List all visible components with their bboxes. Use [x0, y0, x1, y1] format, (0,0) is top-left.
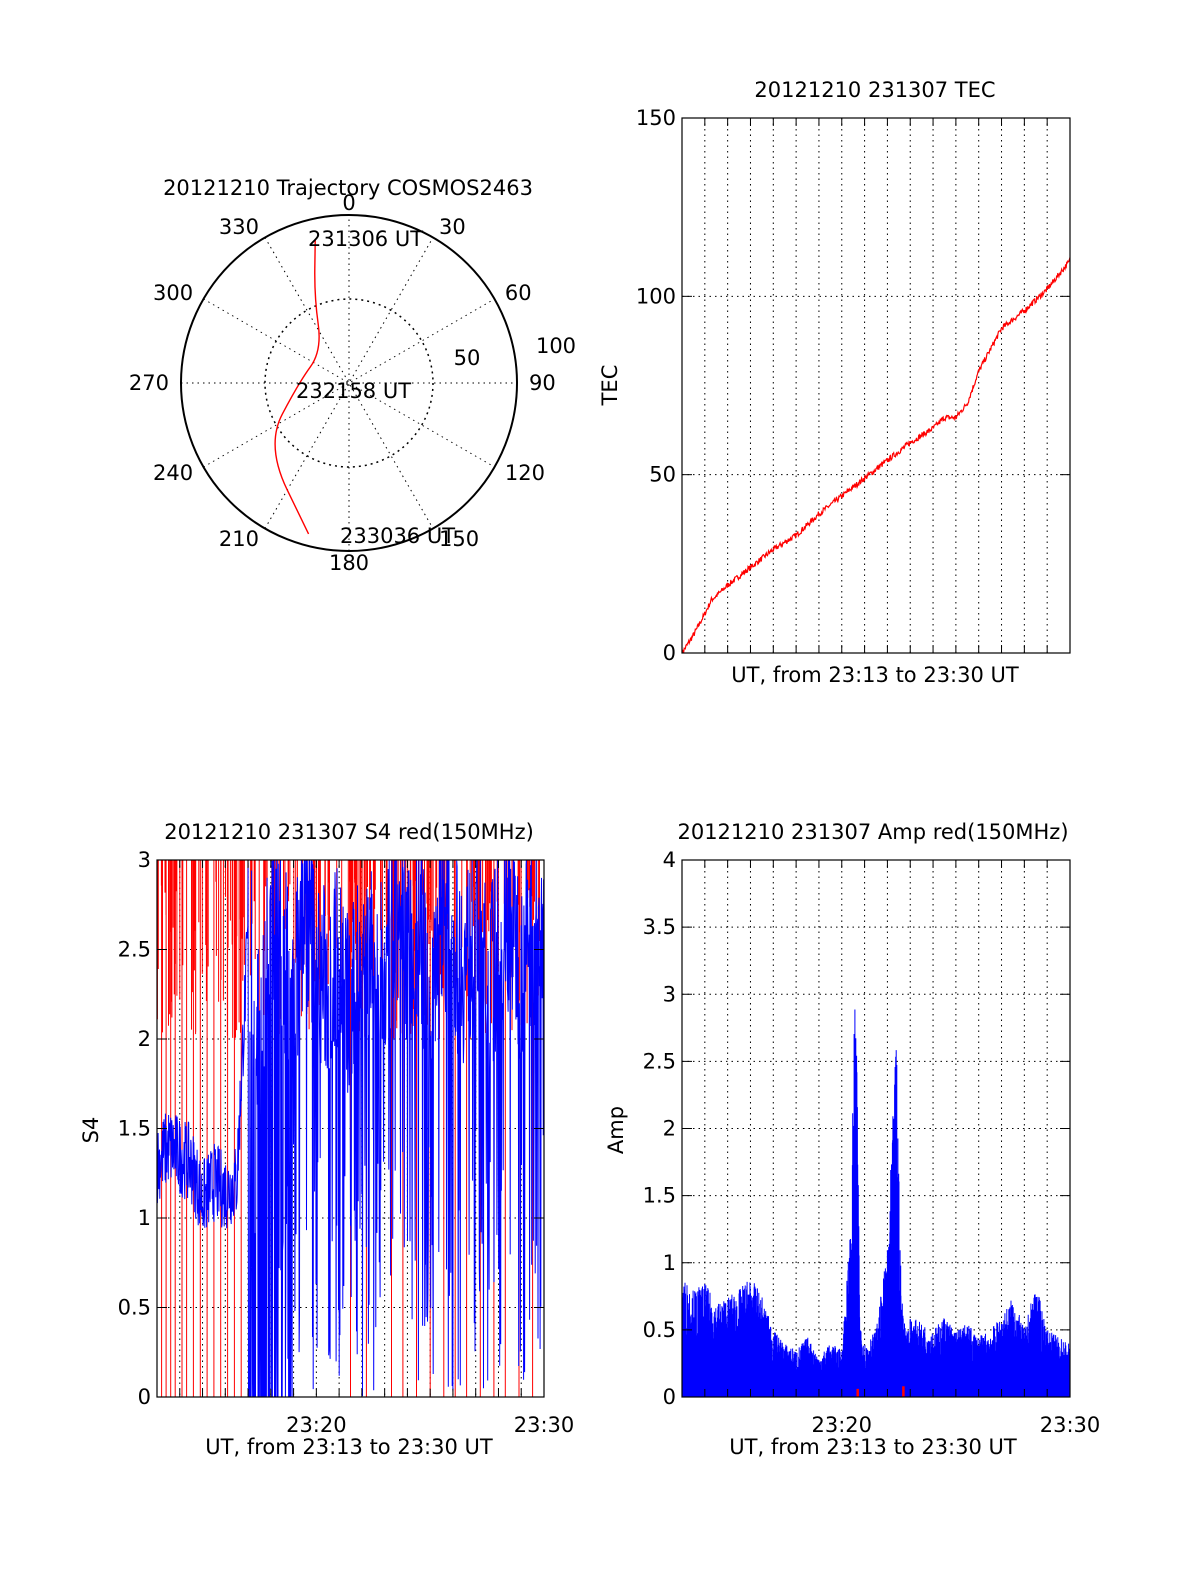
y-tick-label: 1 [663, 1251, 676, 1275]
y-tick-label: 1.5 [643, 1184, 676, 1208]
polar-inner-circle [264, 298, 434, 468]
x-tick-label: 23:30 [514, 1413, 575, 1437]
y-tick-label: 1.5 [118, 1117, 151, 1141]
trajectory-end-label: 233036 UT [340, 524, 455, 548]
polar-angle-label: 210 [219, 527, 259, 551]
y-tick-label: 4 [663, 848, 676, 872]
amp-panel: 20121210 231307 Amp red(150MHz) UT, from… [604, 820, 1100, 1459]
amp-ylabel: Amp [604, 1106, 628, 1154]
y-tick-label: 2 [663, 1117, 676, 1141]
y-tick-label: 50 [649, 463, 676, 487]
y-tick-label: 2.5 [643, 1049, 676, 1073]
tec-xlabel: UT, from 23:13 to 23:30 UT [731, 663, 1019, 687]
polar-angle-label: 90 [529, 371, 556, 395]
polar-angle-label: 270 [129, 371, 169, 395]
polar-angle-labels: 0 30 60 90 120 150 180 210 240 270 300 330 50 100 [129, 191, 576, 575]
polar-angle-label: 180 [329, 551, 369, 575]
polar-trajectory [274, 239, 320, 535]
tec-ylabel: TEC [598, 365, 622, 407]
y-tick-label: 2 [138, 1027, 151, 1051]
series-group [682, 257, 1070, 653]
y-tick-label: 0.5 [118, 1296, 151, 1320]
series-group [157, 860, 544, 1397]
s4-panel: 20121210 231307 S4 red(150MHz) UT, from … [79, 820, 575, 1459]
polar-angle-label: 0 [342, 191, 355, 215]
tec-line [682, 257, 1070, 653]
y-tick-label: 3.5 [643, 915, 676, 939]
y-tick-label: 150 [636, 106, 676, 130]
s4-xlabel: UT, from 23:13 to 23:30 UT [205, 1435, 493, 1459]
y-tick-label: 100 [636, 284, 676, 308]
trajectory-title: 20121210 Trajectory COSMOS2463 [163, 176, 533, 200]
s4-ylabel: S4 [79, 1117, 103, 1144]
polar-spoke [203, 298, 495, 468]
trajectory-line [274, 239, 320, 535]
y-tick-label: 0 [663, 641, 676, 665]
series-group [682, 1009, 1070, 1397]
tec-panel: 20121210 231307 TEC UT, from 23:13 to 23… [598, 78, 1071, 687]
polar-radial-label: 100 [536, 334, 576, 358]
y-tick-label: 0 [663, 1385, 676, 1409]
polar-grid [180, 214, 518, 552]
amp-title: 20121210 231307 Amp red(150MHz) [677, 820, 1068, 844]
trajectory-start-label: 231306 UT [308, 227, 423, 251]
y-tick-label: 0.5 [643, 1318, 676, 1342]
polar-angle-label: 330 [219, 215, 259, 239]
x-tick-label: 23:30 [1040, 1413, 1101, 1437]
amp-xlabel: UT, from 23:13 to 23:30 UT [729, 1435, 1017, 1459]
y-tick-label: 3 [138, 848, 151, 872]
polar-angle-label: 300 [153, 281, 193, 305]
polar-angle-label: 120 [505, 461, 545, 485]
polar-spoke [264, 237, 434, 529]
x-tick-label: 23:20 [286, 1413, 347, 1437]
polar-angle-label: 30 [439, 215, 466, 239]
polar-angle-label: 240 [153, 461, 193, 485]
y-tick-label: 0 [138, 1385, 151, 1409]
polar-spoke [203, 298, 495, 468]
s4-title: 20121210 231307 S4 red(150MHz) [164, 820, 534, 844]
x-tick-label: 23:20 [811, 1413, 872, 1437]
s4-blue-line [157, 860, 544, 1397]
y-tick-label: 3 [663, 982, 676, 1006]
trajectory-mid-label: 232158 UT [296, 379, 411, 403]
polar-spoke [264, 237, 434, 529]
amp-blue-bars [682, 1009, 1070, 1397]
tec-title: 20121210 231307 TEC [754, 78, 995, 102]
polar-angle-label: 150 [439, 527, 479, 551]
polar-angle-label: 60 [505, 281, 532, 305]
polar-radial-label: 50 [454, 346, 481, 370]
y-tick-label: 2.5 [118, 938, 151, 962]
trajectory-panel: 20121210 Trajectory COSMOS2463 0 30 60 90 12… [129, 176, 576, 575]
amp-red-marks [856, 1386, 905, 1397]
y-tick-label: 1 [138, 1206, 151, 1230]
plot-frame [681, 117, 1071, 654]
